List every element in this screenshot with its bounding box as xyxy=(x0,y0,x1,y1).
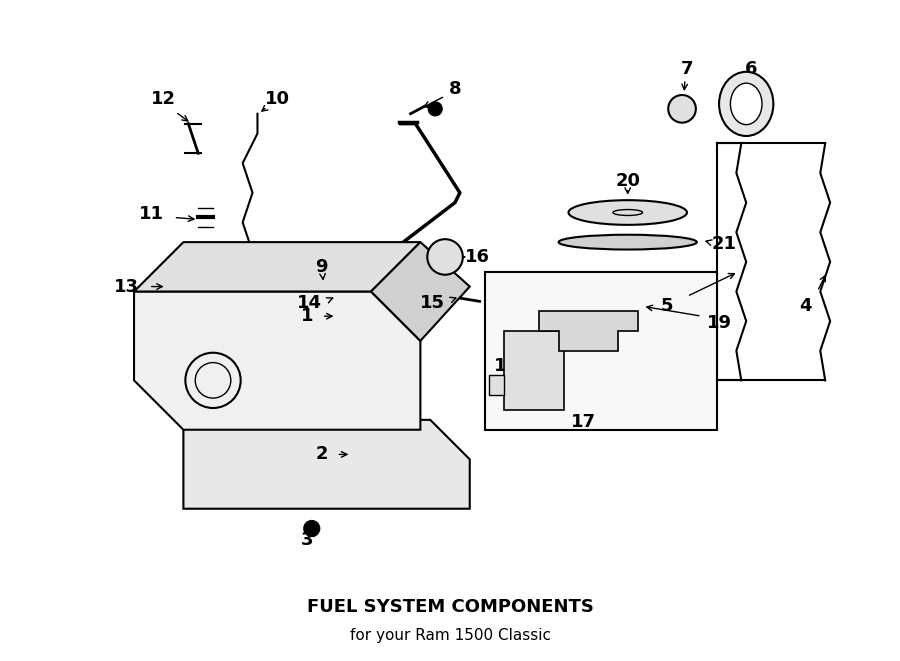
Text: 4: 4 xyxy=(799,297,812,315)
Polygon shape xyxy=(134,242,420,292)
Bar xyxy=(490,375,504,395)
Text: 13: 13 xyxy=(114,278,139,295)
Text: 6: 6 xyxy=(745,60,758,79)
Text: 14: 14 xyxy=(297,294,321,313)
Text: 16: 16 xyxy=(464,248,490,266)
Bar xyxy=(484,272,716,430)
Text: 7: 7 xyxy=(680,60,693,79)
Text: 8: 8 xyxy=(448,80,461,98)
Text: 20: 20 xyxy=(616,172,640,190)
Text: FUEL SYSTEM COMPONENTS: FUEL SYSTEM COMPONENTS xyxy=(307,598,593,617)
Text: 18: 18 xyxy=(494,356,519,375)
Bar xyxy=(504,331,563,410)
Text: 1: 1 xyxy=(301,307,313,325)
Ellipse shape xyxy=(559,235,697,250)
Text: 2: 2 xyxy=(315,446,328,463)
Text: 10: 10 xyxy=(265,90,290,108)
Circle shape xyxy=(304,521,320,536)
Text: 5: 5 xyxy=(661,297,673,315)
Polygon shape xyxy=(184,420,470,509)
Text: 21: 21 xyxy=(712,235,737,253)
Text: 12: 12 xyxy=(151,90,176,108)
Text: 11: 11 xyxy=(139,206,164,223)
Polygon shape xyxy=(134,292,420,430)
Ellipse shape xyxy=(731,83,762,125)
Text: 19: 19 xyxy=(706,314,732,332)
Polygon shape xyxy=(539,311,637,351)
Text: 9: 9 xyxy=(315,258,328,276)
Ellipse shape xyxy=(668,95,696,123)
Circle shape xyxy=(428,102,442,116)
Polygon shape xyxy=(371,242,470,341)
Ellipse shape xyxy=(719,72,773,136)
Text: for your Ram 1500 Classic: for your Ram 1500 Classic xyxy=(349,627,551,642)
Ellipse shape xyxy=(569,200,687,225)
Circle shape xyxy=(428,239,463,275)
Text: 3: 3 xyxy=(301,531,313,549)
Text: 17: 17 xyxy=(571,413,596,431)
Text: 15: 15 xyxy=(420,294,446,313)
